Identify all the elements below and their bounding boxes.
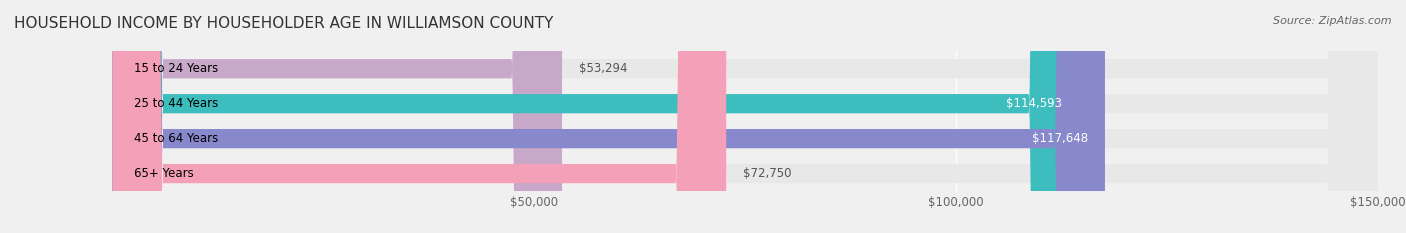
Text: HOUSEHOLD INCOME BY HOUSEHOLDER AGE IN WILLIAMSON COUNTY: HOUSEHOLD INCOME BY HOUSEHOLDER AGE IN W… bbox=[14, 16, 554, 31]
FancyBboxPatch shape bbox=[112, 0, 1378, 233]
FancyBboxPatch shape bbox=[112, 0, 1080, 233]
FancyBboxPatch shape bbox=[112, 0, 1105, 233]
Text: 15 to 24 Years: 15 to 24 Years bbox=[134, 62, 218, 75]
FancyBboxPatch shape bbox=[112, 0, 562, 233]
FancyBboxPatch shape bbox=[112, 0, 725, 233]
FancyBboxPatch shape bbox=[112, 0, 1378, 233]
Text: Source: ZipAtlas.com: Source: ZipAtlas.com bbox=[1274, 16, 1392, 26]
Text: $72,750: $72,750 bbox=[742, 167, 792, 180]
FancyBboxPatch shape bbox=[112, 0, 1378, 233]
Text: 45 to 64 Years: 45 to 64 Years bbox=[134, 132, 218, 145]
Text: 25 to 44 Years: 25 to 44 Years bbox=[134, 97, 218, 110]
Text: $114,593: $114,593 bbox=[1007, 97, 1063, 110]
Text: $117,648: $117,648 bbox=[1032, 132, 1088, 145]
FancyBboxPatch shape bbox=[112, 0, 1378, 233]
Text: 65+ Years: 65+ Years bbox=[134, 167, 193, 180]
Text: $53,294: $53,294 bbox=[579, 62, 627, 75]
